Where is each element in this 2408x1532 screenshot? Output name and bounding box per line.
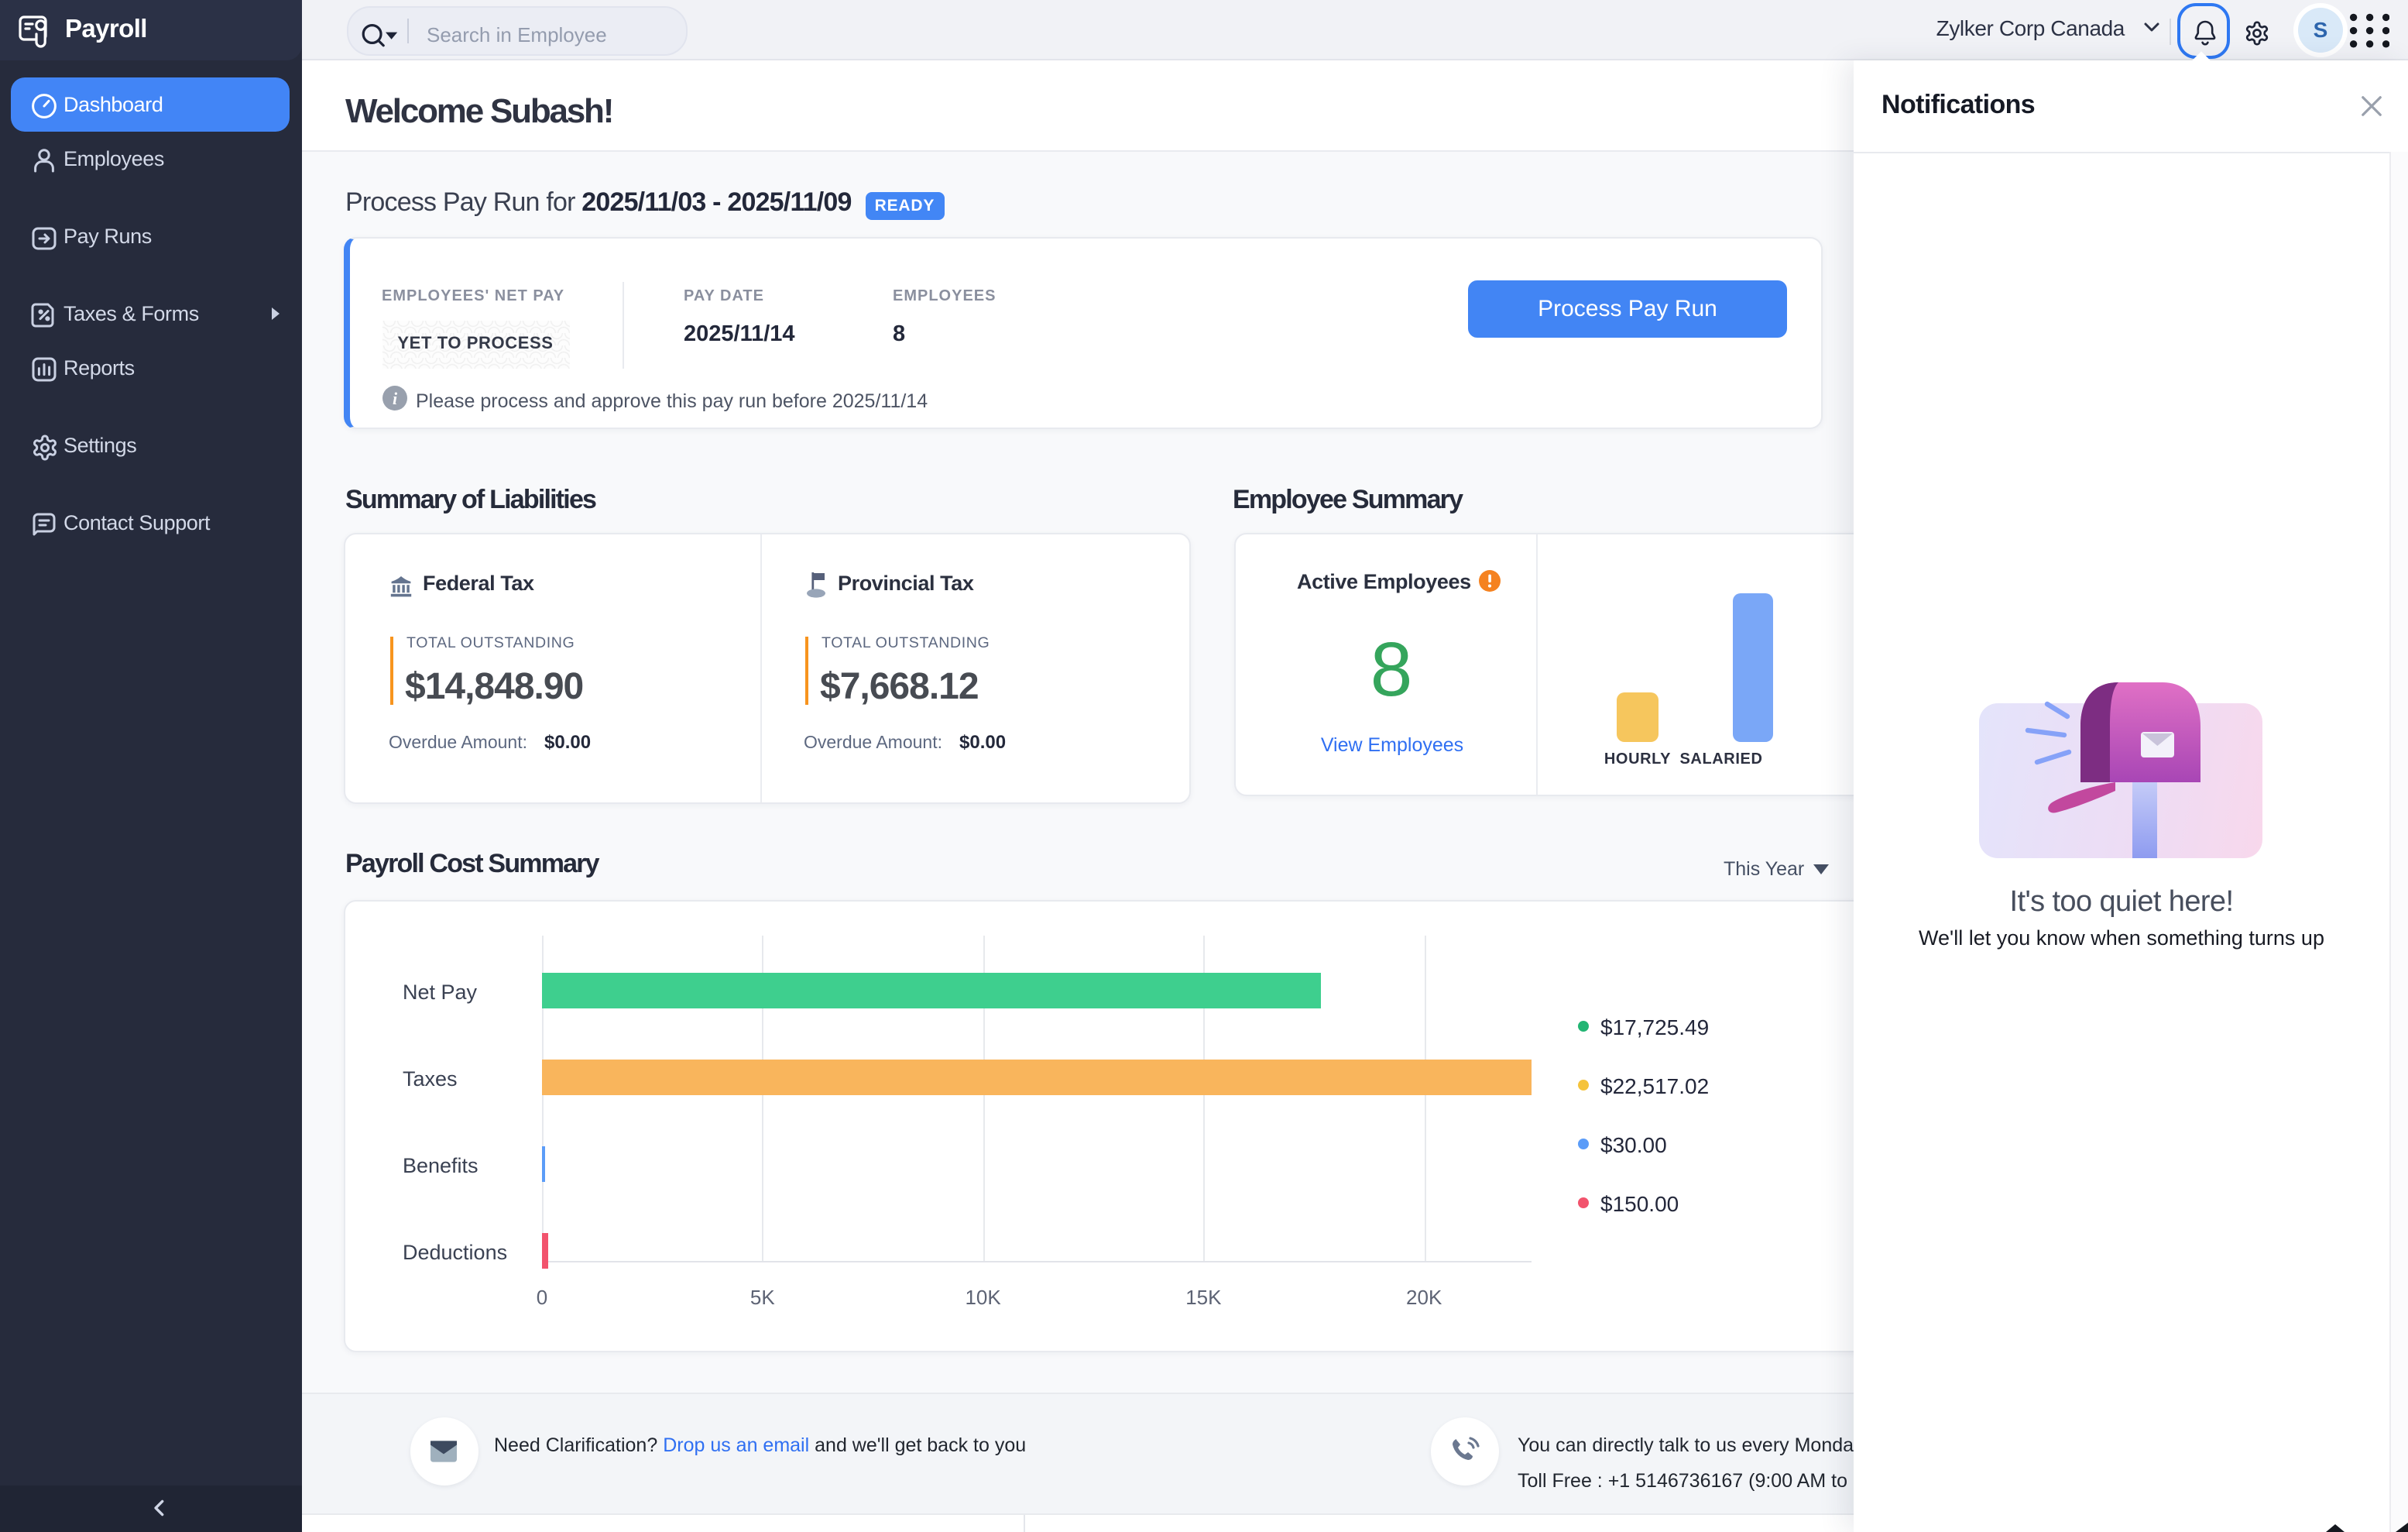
svg-text:i: i xyxy=(392,389,397,408)
